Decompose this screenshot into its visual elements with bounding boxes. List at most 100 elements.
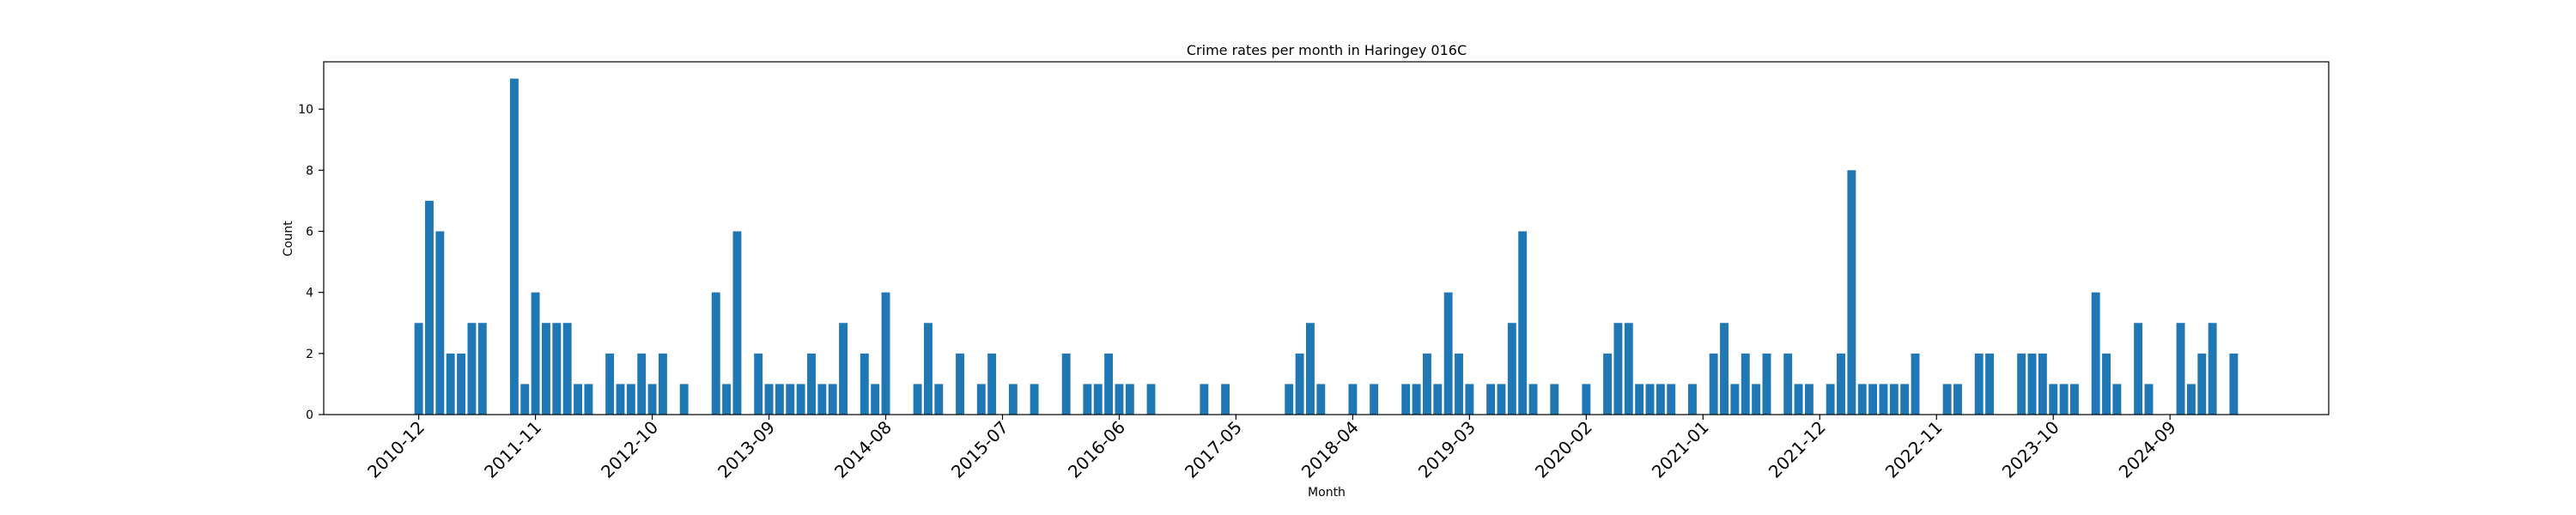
bar-2021-10 — [1794, 384, 1803, 415]
bar-2023-04 — [1985, 353, 1995, 415]
bar-2016-09 — [1146, 384, 1156, 415]
bar-2019-03 — [1465, 384, 1474, 415]
bar-2023-09 — [2038, 353, 2047, 415]
x-axis: 2010-12 2011-11 2012-10 2013-09 2014-08 2015-… — [363, 415, 2180, 482]
bar-2022-03 — [1847, 170, 1856, 415]
y-axis: 0 2 4 6 8 10 — [298, 103, 324, 422]
bar-2019-08 — [1518, 231, 1528, 415]
bar-2013-11 — [786, 384, 795, 415]
bar-2017-11 — [1295, 353, 1304, 415]
chart-title: Crime rates per month in Haringey 016C — [1187, 42, 1467, 58]
bar-2021-02 — [1709, 353, 1718, 415]
bar-2018-10 — [1412, 384, 1421, 415]
bar-2011-03 — [446, 353, 455, 415]
bar-2016-03 — [1083, 384, 1092, 415]
x-tick-label: 2014-08 — [830, 417, 896, 482]
bar-2022-02 — [1837, 353, 1845, 415]
bar-2013-12 — [796, 384, 805, 415]
bar-2020-05 — [1613, 323, 1623, 415]
bar-2024-11 — [2186, 384, 2196, 415]
bar-2016-04 — [1093, 384, 1103, 415]
bar-2019-11 — [1550, 384, 1559, 415]
x-tick-label: 2022-11 — [1881, 417, 1947, 482]
bar-2023-10 — [2049, 384, 2058, 415]
bar-2013-06 — [732, 231, 742, 415]
bar-2012-04 — [584, 384, 593, 415]
bar-2012-06 — [605, 353, 615, 415]
bar-2020-04 — [1603, 353, 1613, 415]
x-tick-label: 2015-07 — [947, 417, 1012, 482]
bar-2014-07 — [871, 384, 880, 415]
bar-2024-10 — [2176, 323, 2185, 415]
bar-2012-09 — [637, 353, 647, 415]
bar-2015-08 — [1008, 384, 1018, 415]
bar-2024-03 — [2102, 353, 2111, 415]
bar-2014-03 — [828, 384, 837, 415]
bar-2022-09 — [1911, 353, 1920, 415]
bar-2022-06 — [1879, 384, 1888, 415]
x-tick-label: 2019-03 — [1414, 417, 1479, 482]
y-tick-label: 10 — [298, 103, 313, 117]
bar-2024-06 — [2134, 323, 2143, 415]
bar-2012-08 — [626, 384, 635, 415]
bar-2014-01 — [807, 353, 816, 415]
y-axis-label: Count — [282, 221, 295, 257]
bar-2023-07 — [2017, 353, 2026, 415]
bar-2011-11 — [531, 292, 540, 415]
bar-2015-01 — [934, 384, 944, 415]
x-tick-label: 2024-09 — [2115, 417, 2180, 482]
x-tick-label: 2023-10 — [1998, 417, 2063, 482]
bar-2015-06 — [987, 353, 997, 415]
bar-2013-09 — [764, 384, 774, 415]
x-axis-label: Month — [1308, 486, 1346, 500]
bar-2015-03 — [956, 353, 964, 415]
bar-2019-02 — [1455, 353, 1463, 415]
bar-2012-10 — [647, 384, 657, 415]
bar-2016-01 — [1061, 353, 1071, 415]
bar-2024-12 — [2197, 353, 2207, 415]
x-tick-label: 2021-12 — [1765, 417, 1830, 482]
y-tick-label: 6 — [306, 225, 313, 239]
x-tick-label: 2021-01 — [1648, 417, 1713, 482]
bar-2011-01 — [425, 200, 434, 415]
x-tick-label: 2018-04 — [1297, 417, 1363, 482]
bar-2012-07 — [616, 384, 625, 415]
bar-2019-06 — [1497, 384, 1506, 415]
bars-group — [414, 78, 2239, 415]
bar-2019-01 — [1443, 292, 1453, 415]
bar-2020-02 — [1582, 384, 1591, 415]
bar-2013-08 — [754, 353, 763, 415]
bar-2011-09 — [509, 78, 519, 415]
bar-2011-04 — [457, 353, 466, 415]
bar-2022-08 — [1900, 384, 1910, 415]
bar-2022-05 — [1868, 384, 1878, 415]
bar-2012-01 — [552, 323, 562, 415]
bar-2019-05 — [1486, 384, 1496, 415]
bar-2017-10 — [1285, 384, 1294, 415]
bar-2018-04 — [1348, 384, 1358, 415]
bar-2020-12 — [1688, 384, 1697, 415]
bar-2013-04 — [711, 292, 720, 415]
bar-2018-09 — [1401, 384, 1411, 415]
bar-2018-01 — [1316, 384, 1326, 415]
bar-2023-12 — [2070, 384, 2079, 415]
bar-2010-12 — [414, 323, 423, 415]
x-tick-label: 2012-10 — [597, 417, 662, 482]
bar-2018-12 — [1433, 384, 1443, 415]
bar-2024-02 — [2091, 292, 2100, 415]
bar-2015-10 — [1030, 384, 1039, 415]
bar-2023-01 — [1953, 384, 1962, 415]
bar-2020-07 — [1635, 384, 1644, 415]
bar-2022-12 — [1942, 384, 1952, 415]
bar-2021-07 — [1762, 353, 1771, 415]
bar-2021-11 — [1804, 384, 1814, 415]
bar-2021-03 — [1720, 323, 1728, 415]
bar-2015-05 — [976, 384, 986, 415]
bar-2013-01 — [679, 384, 689, 415]
x-tick-label: 2011-11 — [480, 417, 545, 482]
bar-2011-10 — [520, 384, 530, 415]
y-tick-label: 0 — [306, 409, 313, 422]
bar-2024-04 — [2112, 384, 2122, 415]
bar-2020-09 — [1656, 384, 1665, 415]
